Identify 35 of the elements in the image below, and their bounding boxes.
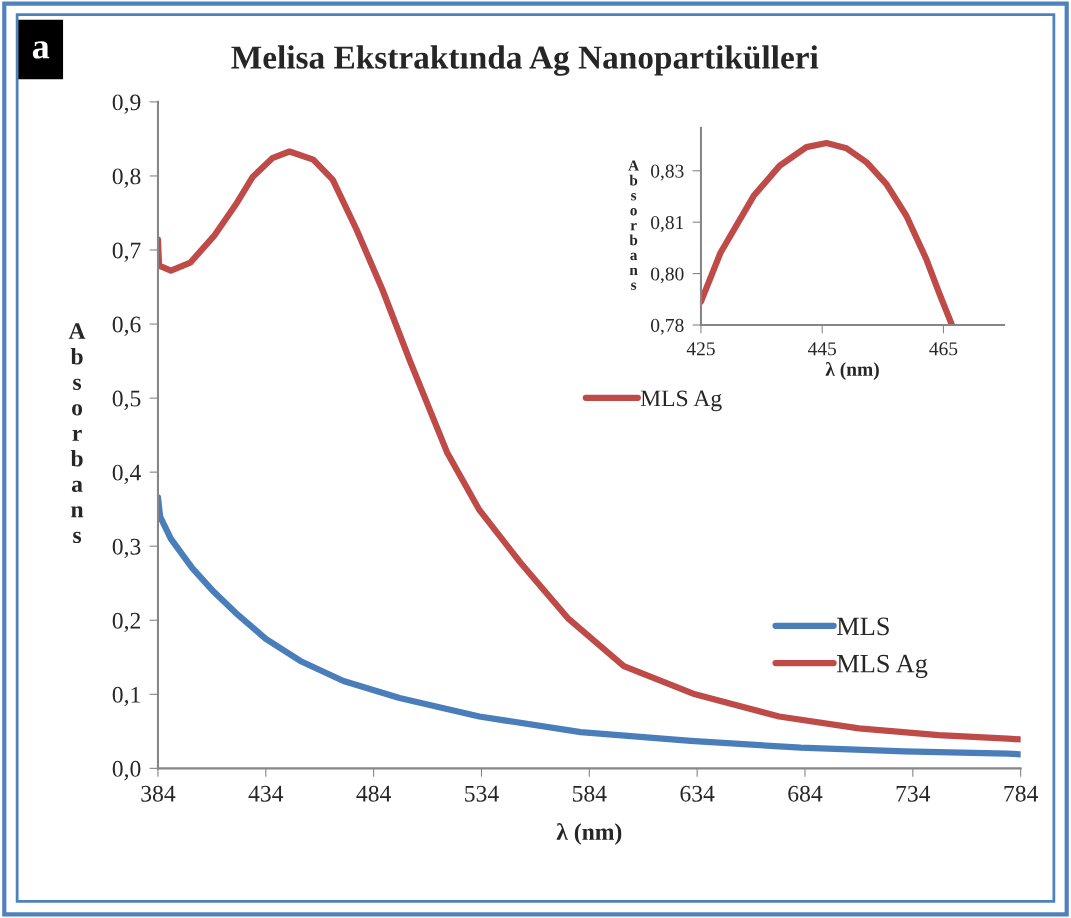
text: Absorbans (628, 160, 640, 290)
x-tick-label: 534 (465, 785, 499, 802)
x-tick-label: 445 (808, 342, 837, 356)
x-tick-label: 465 (929, 342, 958, 356)
x-tick-label: 734 (896, 785, 931, 802)
legend-label: MLS Ag (837, 654, 928, 678)
y-tick-label: 0,2 (112, 612, 140, 633)
y-tick-label: 0,80 (651, 267, 684, 284)
x-tick-label: 634 (680, 785, 715, 802)
y-tick-label: 0,9 (112, 94, 141, 114)
y-tick-label: 0,6 (112, 316, 141, 336)
y-tick-label: 0,1 (112, 686, 140, 707)
y-tick-label: 0,78 (651, 318, 684, 335)
y-tick-label: 0,4 (112, 464, 141, 484)
x-axis-title: λ (nm) (825, 362, 879, 380)
y-tick-label: 0,5 (112, 390, 141, 410)
text: a (32, 41, 50, 59)
x-axis-title: λ (nm) (556, 823, 622, 845)
y-tick-label: 0,7 (112, 242, 141, 262)
chart-title: Melisa Ekstraktında Ag Nanopartikülleri (231, 45, 819, 76)
x-tick-label: 584 (572, 785, 607, 802)
x-tick-label: 684 (788, 785, 823, 802)
legend-label: MLS Ag (640, 390, 722, 412)
x-tick-label: 784 (1004, 785, 1038, 802)
x-tick-label: 384 (141, 785, 176, 802)
legend-label: MLS (837, 617, 889, 636)
y-tick-label: 0,3 (112, 538, 141, 559)
y-tick-label: 0,83 (651, 164, 684, 181)
text: Absorbans (68, 323, 86, 544)
x-tick-label: 434 (248, 785, 284, 802)
x-tick-label: 484 (356, 785, 391, 802)
y-tick-label: 0,0 (112, 760, 141, 781)
y-tick-label: 0,8 (112, 168, 141, 188)
x-tick-label: 425 (686, 342, 715, 356)
y-tick-label: 0,81 (651, 216, 684, 232)
